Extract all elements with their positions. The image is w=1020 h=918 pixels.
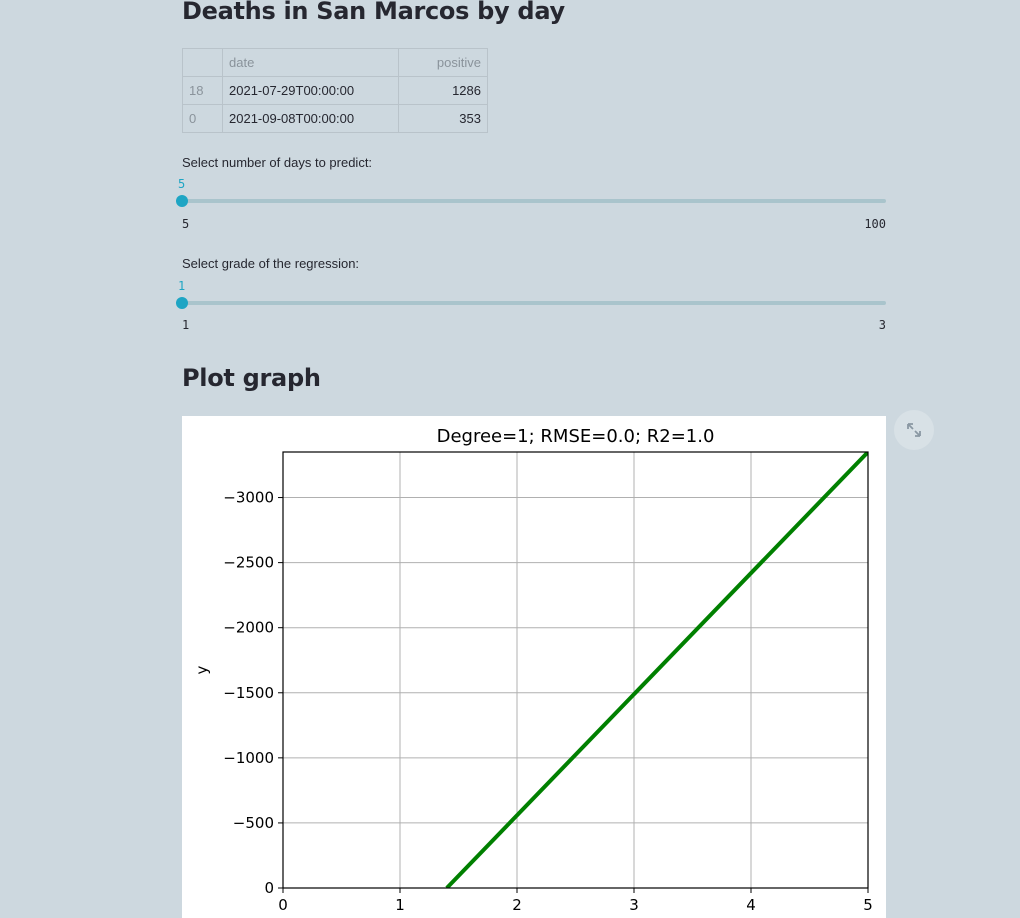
grade-slider-max: 3 [878,318,886,332]
y-axis-label: y [193,665,211,674]
grade-slider-min: 1 [182,318,190,332]
table-header-row: date positive [182,48,488,77]
series-line [445,452,868,888]
expand-arrows-icon [907,423,921,437]
table-cell-index: 18 [182,76,223,105]
y-tick-label: −1500 [223,684,274,702]
grade-slider-track[interactable] [176,297,886,309]
y-tick-label: −2000 [223,619,274,637]
table-cell-index: 0 [182,104,223,133]
grade-slider-current-value: 1 [178,279,186,293]
table-cell-date: 2021-07-29T00:00:00 [222,76,399,105]
y-tick-label: −500 [233,814,274,832]
regression-chart: 0 1 2 3 4 5 0 −500 −1000 −1500 −2000 −2500 −3000 Degr… [193,426,873,914]
days-slider-current-value: 5 [178,177,186,191]
table-header-positive: positive [398,48,488,77]
table-cell-positive: 353 [398,104,488,133]
table-header-index [182,48,223,77]
x-tick-label: 0 [278,896,288,914]
days-slider-label: Select number of days to predict: [182,155,373,170]
table-cell-date: 2021-09-08T00:00:00 [222,104,399,133]
days-slider-max: 100 [864,217,886,231]
fullscreen-button[interactable] [894,410,934,450]
x-tick-label: 4 [746,896,756,914]
x-tick-label: 2 [512,896,522,914]
plot-section-title: Plot graph [182,364,321,392]
days-slider-thumb[interactable] [176,195,188,207]
days-slider-track[interactable] [176,195,886,207]
days-slider-min: 5 [182,217,190,231]
x-tick-label: 1 [395,896,405,914]
y-tick-label: −2500 [223,554,274,572]
y-tick-label: −1000 [223,749,274,767]
y-tick-label: 0 [264,879,274,897]
axes-frame [282,451,869,889]
chart-title: Degree=1; RMSE=0.0; R2=1.0 [437,426,715,447]
grade-slider-thumb[interactable] [176,297,188,309]
y-tick-label: −3000 [223,489,274,507]
table-cell-positive: 1286 [398,76,488,105]
table-header-date: date [222,48,399,77]
table-row: 0 2021-09-08T00:00:00 353 [182,104,488,133]
x-tick-label: 5 [863,896,873,914]
plot-image: 0 1 2 3 4 5 0 −500 −1000 −1500 −2000 −2500 −3000 Degr… [182,416,886,918]
x-tick-label: 3 [629,896,639,914]
deaths-table: date positive 18 2021-07-29T00:00:00 128… [182,48,488,133]
deaths-section-title: Deaths in San Marcos by day [182,0,565,25]
grade-slider-label: Select grade of the regression: [182,256,360,271]
table-row: 18 2021-07-29T00:00:00 1286 [182,76,488,105]
